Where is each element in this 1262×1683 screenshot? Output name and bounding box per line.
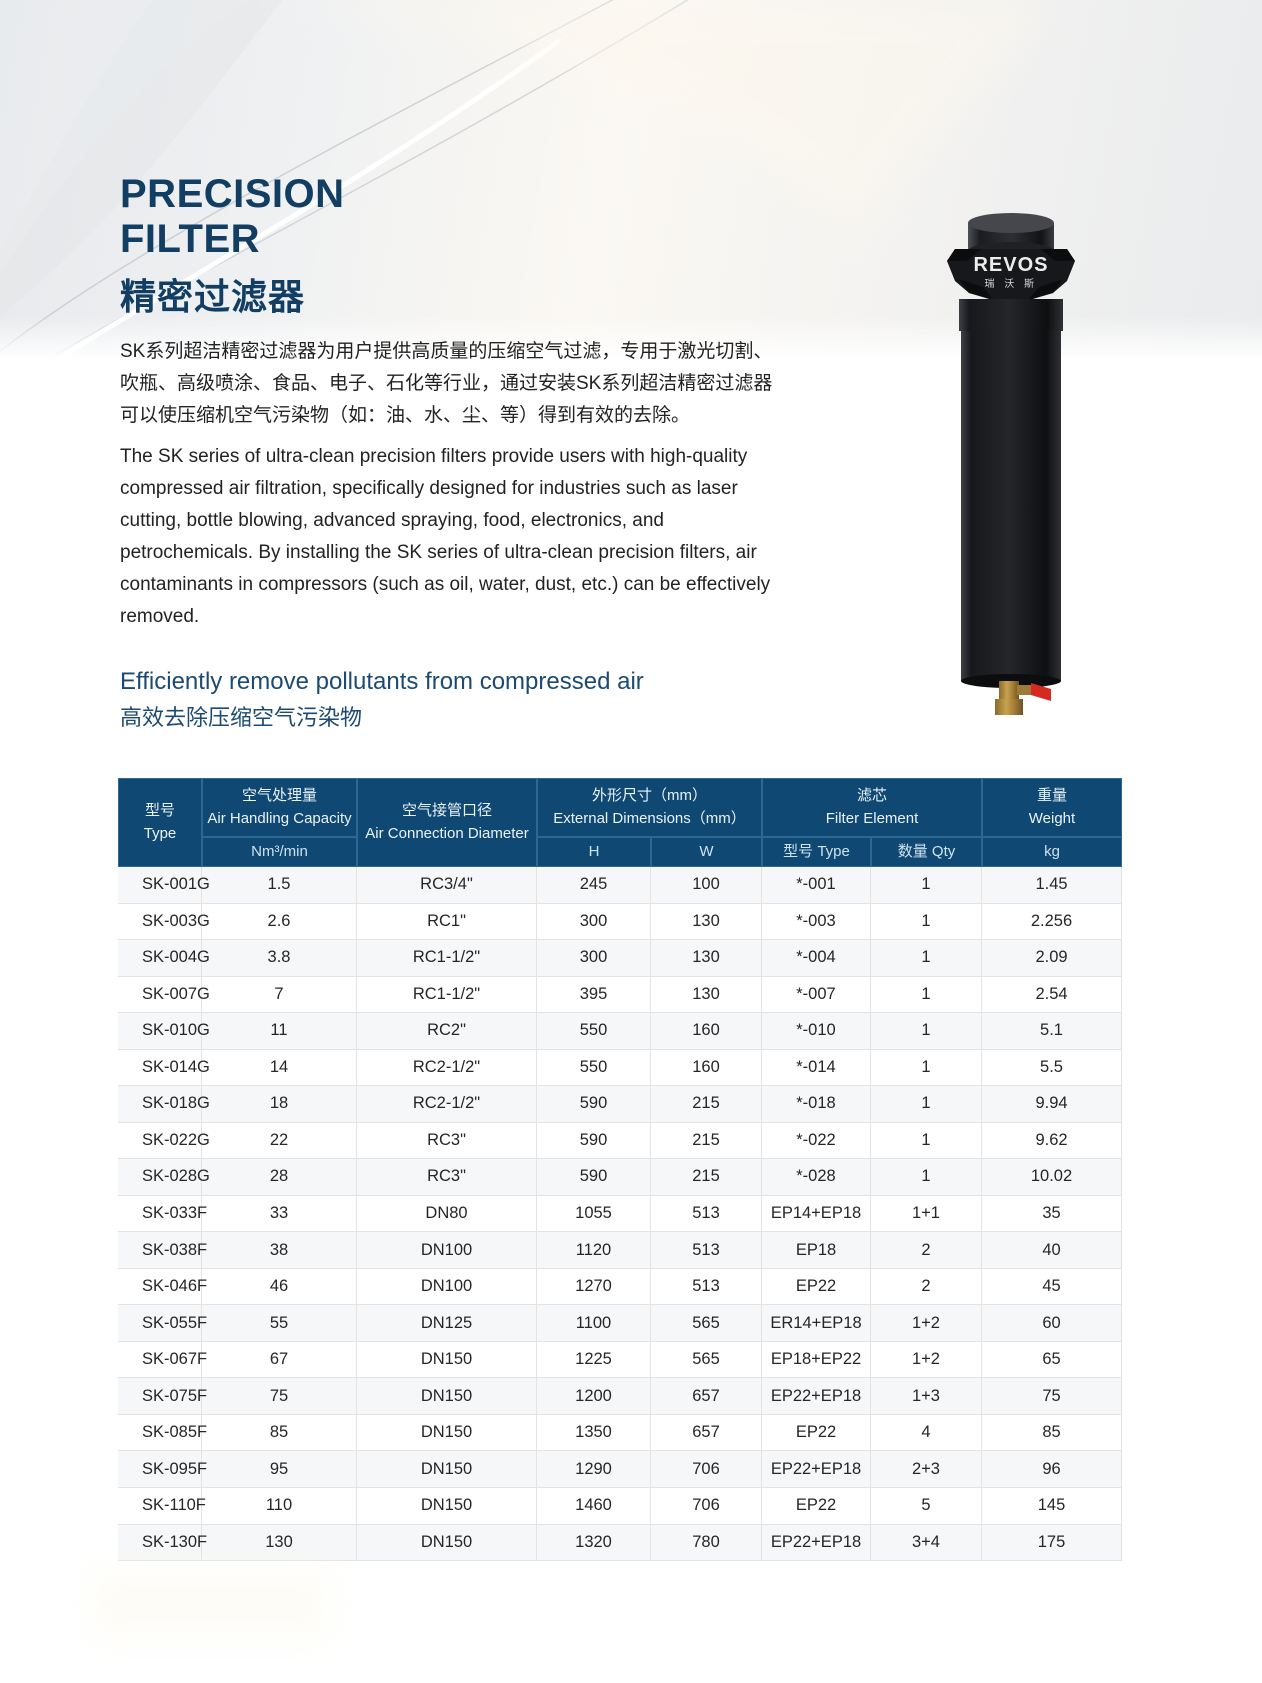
svg-text:REVOS: REVOS (973, 254, 1048, 276)
svg-text:瑞 沃 斯: 瑞 沃 斯 (984, 277, 1037, 290)
